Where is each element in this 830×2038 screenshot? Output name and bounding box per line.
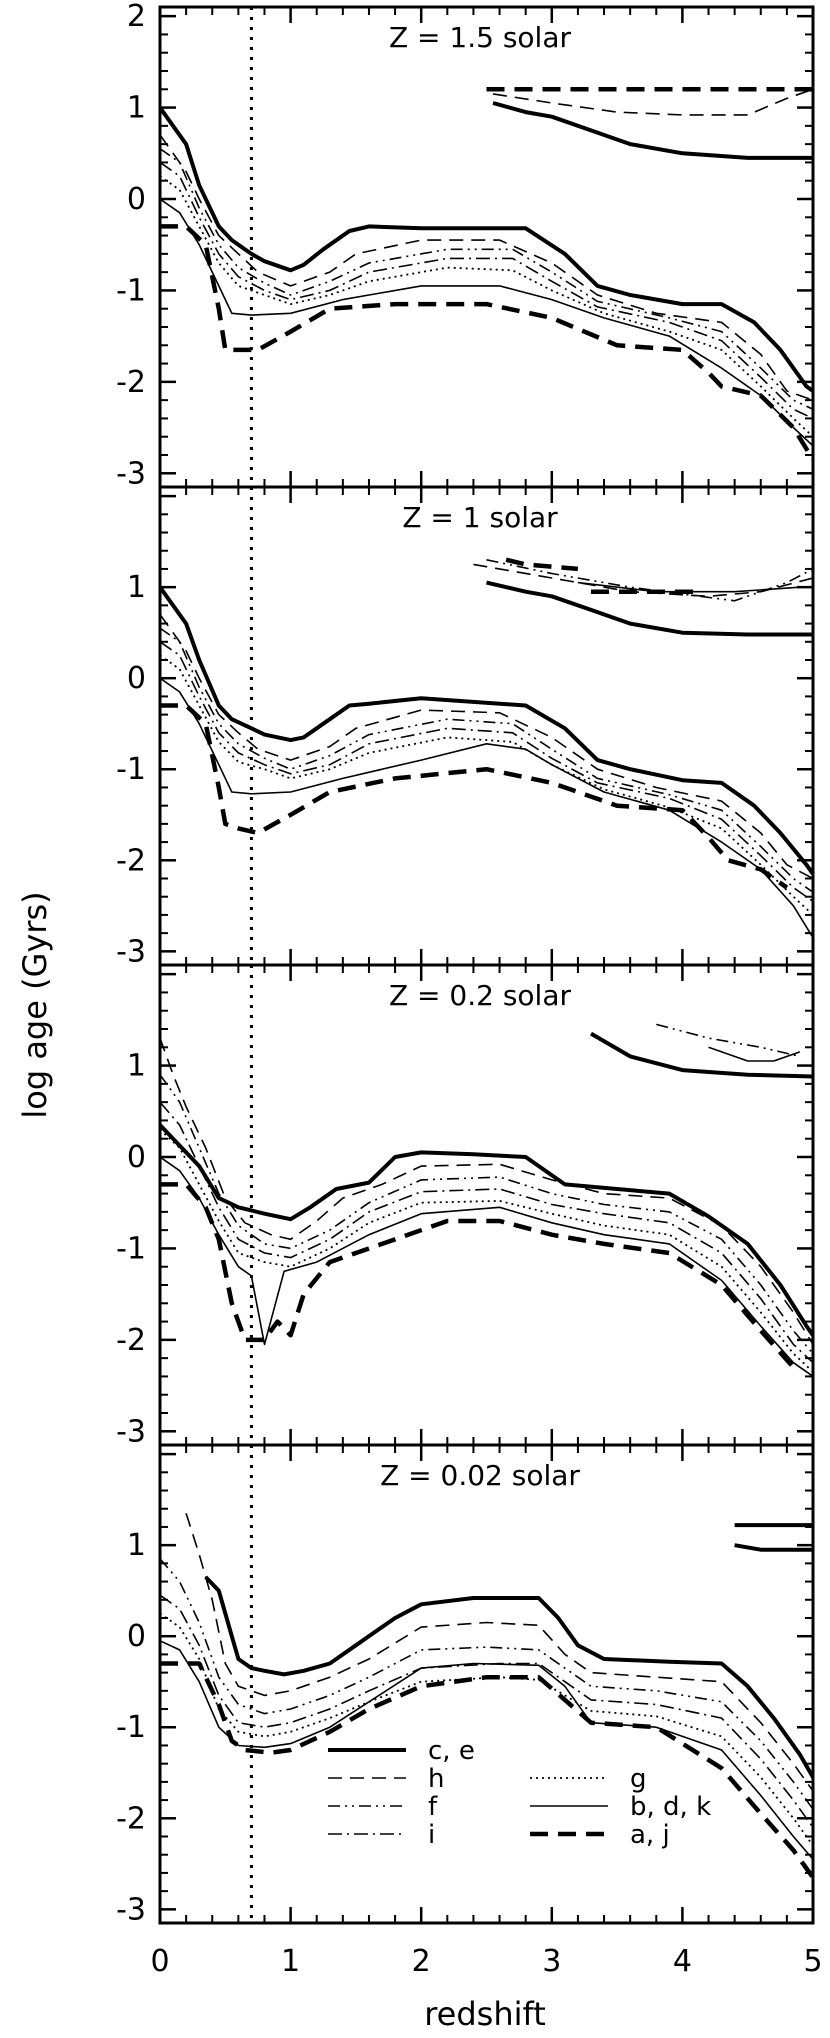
x-tick-label: 4: [673, 1944, 692, 1979]
series-line-aj: [160, 1182, 796, 1369]
series-line-ce: [160, 106, 813, 393]
series-line-bdk: [160, 198, 813, 447]
series-group: [160, 557, 813, 939]
series-line-f: [160, 148, 813, 411]
y-tick-label: 1: [127, 1049, 146, 1084]
series-line-f: [160, 1074, 813, 1355]
series-line-ce: [734, 1543, 813, 1552]
y-tick-label: -1: [116, 1231, 146, 1266]
panel-4: 1 0 -1 -2 -3 Z = 0.02 solar: [116, 1443, 815, 1927]
x-tick-label: 3: [542, 1944, 561, 1979]
panel-title: Z = 1 solar: [402, 501, 558, 534]
series-line-h: [160, 134, 813, 401]
series-line-bdk: [160, 677, 813, 939]
series-line-aj: [160, 703, 789, 890]
y-tick-label: -3: [116, 1414, 146, 1449]
y-tick-label: -2: [116, 365, 146, 400]
panel-frame: [158, 1443, 815, 1925]
panel-frame: [158, 485, 815, 967]
series-line-ce: [486, 580, 813, 637]
series-group: [160, 87, 813, 461]
y-tick-label: 2: [127, 0, 146, 34]
legend-label: f: [428, 1792, 438, 1822]
y-tick-label: -2: [116, 1801, 146, 1836]
x-axis-tick-labels: 0 1 2 3 4 5: [150, 1944, 822, 1979]
series-line-g: [160, 1128, 813, 1373]
series-line-ce: [160, 586, 813, 876]
series-line-i: [160, 641, 813, 902]
series-line-ce: [204, 1575, 813, 1779]
y-tick-label: -1: [116, 752, 146, 787]
y-tick-label: 1: [127, 1528, 146, 1563]
series-line-ce: [160, 1123, 813, 1337]
y-axis-title: log age (Gyrs): [16, 891, 54, 1118]
series-line-g: [160, 175, 813, 438]
panel-frame: [158, 5, 815, 489]
panel-title: Z = 1.5 solar: [389, 21, 572, 54]
y-tick-label: -1: [116, 273, 146, 308]
legend-label: i: [428, 1820, 435, 1850]
series-group: [160, 1513, 813, 1879]
panel-3: 1 0 -1 -2 -3 Z = 0.2 solar: [116, 963, 815, 1449]
series-line-f: [160, 627, 813, 893]
legend-label: h: [428, 1764, 444, 1794]
series-line-h: [160, 614, 813, 880]
y-tick-label: 0: [127, 182, 146, 217]
panel-1: 2 1 0 -1 -2 -3 Z = 1.5 solar: [116, 0, 815, 491]
panel-title: Z = 0.02 solar: [380, 1459, 580, 1492]
series-line-aj: [160, 1661, 813, 1879]
y-tick-label: 0: [127, 1140, 146, 1175]
series-line-g: [160, 1612, 813, 1847]
series-line-bdk: [708, 1046, 801, 1062]
series-line-bdk: [577, 581, 800, 593]
legend-label: a, j: [630, 1820, 670, 1850]
y-tick-label: 1: [127, 570, 146, 605]
x-tick-label: 0: [150, 1944, 169, 1979]
series-group: [160, 1023, 813, 1378]
panel-2: 1 0 -1 -2 -3 Z = 1 solar: [116, 485, 815, 969]
y-tick-label: -3: [116, 934, 146, 969]
panel-title: Z = 0.2 solar: [389, 979, 572, 1012]
series-line-aj: [505, 557, 579, 572]
legend-label: b, d, k: [630, 1792, 711, 1822]
x-tick-label: 1: [281, 1944, 300, 1979]
series-line-h: [185, 1513, 813, 1792]
legend-label: g: [630, 1764, 647, 1794]
series-line-g: [160, 654, 813, 916]
x-axis-title: redshift: [424, 1995, 546, 2033]
y-tick-label: 0: [127, 1619, 146, 1654]
y-tick-label: -2: [116, 843, 146, 878]
series-line-f: [486, 559, 813, 602]
series-line-aj: [160, 224, 813, 461]
series-line-f: [656, 1023, 801, 1058]
y-tick-label: -3: [116, 456, 146, 491]
y-tick-label: -3: [116, 1892, 146, 1927]
series-line-h: [160, 1037, 813, 1345]
x-tick-label: 5: [803, 1944, 822, 1979]
y-tick-label: -2: [116, 1323, 146, 1358]
series-line-f: [160, 1558, 813, 1810]
y-tick-label: 1: [127, 91, 146, 126]
panels: 2 1 0 -1 -2 -3 Z = 1.5 solar 1 0 -1 -2 -3 Z = 1 sola…: [116, 0, 815, 1927]
legend-label: c, e: [428, 1736, 475, 1766]
series-line-i: [160, 161, 813, 420]
series-line-i: [160, 1101, 813, 1364]
y-tick-label: 0: [127, 661, 146, 696]
series-line-ce: [492, 101, 813, 160]
y-tick-label: -1: [116, 1710, 146, 1745]
x-tick-label: 2: [412, 1944, 431, 1979]
series-line-ce: [589, 1031, 813, 1079]
series-line-h: [492, 88, 813, 116]
panel-frame: [158, 963, 815, 1447]
series-line-bdk: [160, 1640, 813, 1860]
